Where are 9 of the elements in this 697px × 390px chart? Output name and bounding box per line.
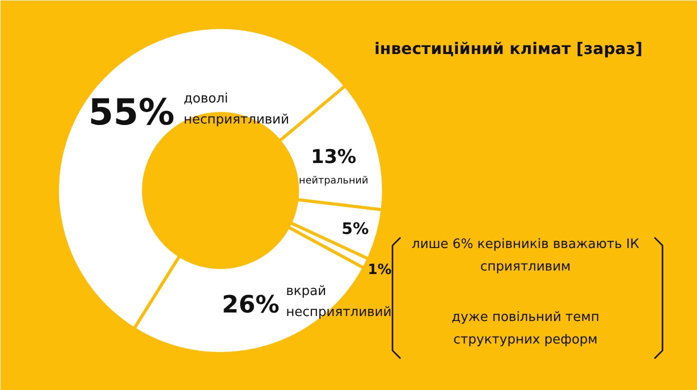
text: інвестиційний клімат [зараз] xyxy=(374,39,643,58)
data-label: 26% xyxy=(222,290,280,319)
data-label: 13% xyxy=(310,146,356,168)
text: лише 6% керівників вважають ІК сприятливим xyxy=(412,236,640,274)
data-label: 1% xyxy=(368,262,392,278)
text: дуже повільний темп структурних реформ xyxy=(452,310,600,348)
data-label: 55% xyxy=(88,92,175,134)
data-label: 5% xyxy=(342,219,369,238)
slice-label: нейтральний xyxy=(298,175,368,186)
